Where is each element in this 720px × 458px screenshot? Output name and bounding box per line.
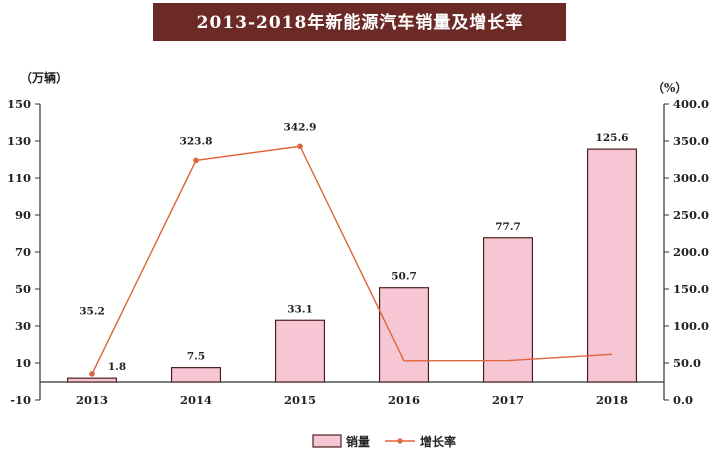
left-tick-label: 150 — [7, 97, 31, 111]
left-tick-label: 50 — [15, 282, 31, 296]
x-axis-labels: 2013 2014 2015 2016 2017 2018 — [76, 393, 628, 407]
right-tick-label: 150.0 — [673, 282, 709, 296]
sales-bar-label: 50.7 — [391, 271, 417, 283]
right-tick-label: 250.0 — [673, 208, 709, 222]
growth-rate-point — [193, 157, 199, 164]
sales-bar — [378, 287, 430, 383]
right-tick-label: 400.0 — [673, 97, 709, 111]
left-axis-ticks: 150 130 110 90 70 50 30 10 -10 — [7, 97, 40, 407]
sales-bar — [586, 148, 638, 383]
sales-bar-label: 33.1 — [287, 303, 313, 315]
left-tick-label: 110 — [7, 171, 31, 185]
sales-bar — [482, 237, 534, 383]
x-tick-label: 2016 — [388, 393, 420, 407]
right-axis-unit: （%） — [652, 80, 687, 95]
sales-bar — [66, 377, 118, 383]
legend: 销量 增长率 — [312, 434, 456, 449]
x-tick-label: 2014 — [180, 393, 212, 407]
chart-title-text: 2013-2018年新能源汽车销量及增长率 — [197, 12, 524, 33]
left-tick-label: 70 — [15, 245, 31, 259]
legend-bar-label: 销量 — [346, 434, 370, 449]
growth-rate-label: 342.9 — [284, 121, 317, 133]
x-tick-label: 2015 — [284, 393, 316, 407]
right-tick-label: 300.0 — [673, 171, 709, 185]
x-tick-label: 2018 — [596, 393, 628, 407]
sales-bar-label: 125.6 — [596, 132, 629, 144]
right-axis-ticks: 400.0 350.0 300.0 250.0 200.0 150.0 100.0 50.0 0… — [664, 97, 709, 407]
x-tick-label: 2013 — [76, 393, 108, 407]
right-tick-label: 0.0 — [673, 393, 693, 407]
left-tick-label: -10 — [10, 393, 31, 407]
left-axis-unit: （万辆） — [20, 70, 68, 85]
sales-bar-label: 77.7 — [495, 221, 521, 233]
growth-rate-series: 35.2 323.8 342.9 — [79, 121, 613, 377]
left-tick-label: 30 — [15, 319, 31, 333]
chart-title: 2013-2018年新能源汽车销量及增长率 — [153, 3, 566, 41]
legend-line-label: 增长率 — [420, 434, 456, 449]
growth-rate-point — [297, 143, 303, 150]
right-tick-label: 100.0 — [673, 319, 709, 333]
growth-rate-label: 35.2 — [79, 305, 105, 317]
x-tick-label: 2017 — [492, 393, 524, 407]
left-tick-label: 130 — [7, 134, 31, 148]
legend-line-dot — [397, 438, 403, 444]
right-tick-label: 350.0 — [673, 134, 709, 148]
left-tick-label: 90 — [15, 208, 31, 222]
growth-rate-line — [91, 145, 613, 375]
sales-bar — [274, 319, 326, 383]
legend-bar-swatch — [312, 434, 342, 448]
sales-bar-label: 7.5 — [187, 351, 205, 363]
sales-bars: 1.8 7.5 33.1 50.7 77.7 125.6 — [66, 132, 638, 383]
right-tick-label: 200.0 — [673, 245, 709, 259]
growth-rate-label: 323.8 — [180, 135, 213, 147]
left-tick-label: 10 — [15, 356, 31, 370]
sales-bar — [170, 367, 222, 383]
growth-rate-point — [89, 371, 95, 377]
right-tick-label: 50.0 — [673, 356, 701, 370]
sales-bar-label: 1.8 — [108, 361, 126, 373]
title-banner — [153, 3, 566, 41]
